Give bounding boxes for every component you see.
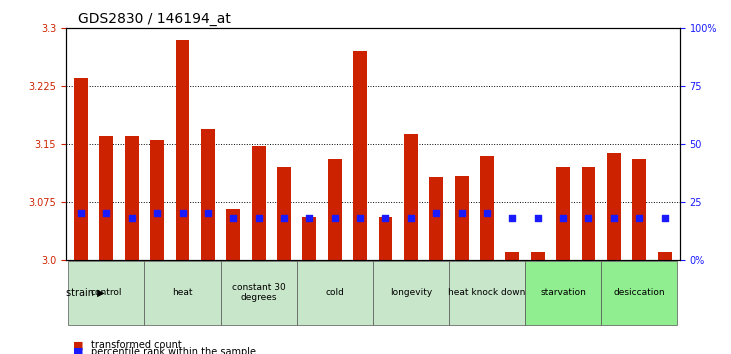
Text: cold: cold (325, 288, 344, 297)
Text: control: control (91, 288, 122, 297)
Point (303, 215, 315, 221)
Text: heat knock down: heat knock down (448, 288, 526, 297)
Point (227, 215, 239, 221)
Bar (379, 217, 393, 259)
Point (455, 211, 467, 216)
Point (532, 215, 544, 221)
FancyBboxPatch shape (525, 261, 601, 325)
Point (405, 215, 417, 221)
Text: longevity: longevity (390, 288, 432, 297)
Bar (175, 40, 189, 259)
Bar (74, 79, 88, 259)
Bar (201, 129, 215, 259)
Text: desiccation: desiccation (613, 288, 665, 297)
FancyBboxPatch shape (68, 261, 145, 325)
Bar (658, 252, 672, 259)
Bar (607, 153, 621, 259)
Bar (303, 217, 317, 259)
Text: ■: ■ (73, 347, 83, 354)
Text: ■: ■ (73, 340, 83, 350)
FancyBboxPatch shape (373, 261, 449, 325)
Bar (353, 51, 367, 259)
Bar (251, 146, 265, 259)
Point (253, 215, 265, 221)
Point (177, 211, 189, 216)
Point (379, 215, 391, 221)
Bar (581, 167, 596, 259)
FancyBboxPatch shape (601, 261, 678, 325)
Point (633, 215, 645, 221)
Bar (480, 155, 494, 259)
Bar (327, 159, 341, 259)
Bar (429, 177, 443, 259)
Bar (99, 136, 113, 259)
Text: strain ▶: strain ▶ (67, 288, 105, 298)
Text: transformed count: transformed count (91, 340, 182, 350)
Point (507, 215, 518, 221)
Bar (531, 252, 545, 259)
Point (329, 215, 341, 221)
Point (101, 211, 113, 216)
Point (431, 211, 442, 216)
FancyBboxPatch shape (297, 261, 373, 325)
FancyBboxPatch shape (449, 261, 525, 325)
Bar (505, 252, 519, 259)
Text: percentile rank within the sample: percentile rank within the sample (91, 347, 257, 354)
Bar (227, 210, 240, 259)
FancyBboxPatch shape (221, 261, 297, 325)
Text: GDS2830 / 146194_at: GDS2830 / 146194_at (78, 12, 231, 26)
Point (608, 215, 620, 221)
FancyBboxPatch shape (145, 261, 221, 325)
Point (151, 211, 163, 216)
Point (557, 215, 569, 221)
Point (202, 211, 213, 216)
Text: heat: heat (173, 288, 193, 297)
Point (481, 211, 493, 216)
Bar (556, 167, 570, 259)
Point (659, 215, 670, 221)
Bar (632, 159, 646, 259)
Bar (125, 136, 139, 259)
Bar (277, 167, 291, 259)
Point (583, 215, 594, 221)
Bar (404, 134, 418, 259)
Point (355, 215, 366, 221)
Text: starvation: starvation (540, 288, 586, 297)
Text: constant 30
degrees: constant 30 degrees (232, 283, 286, 302)
Point (75, 211, 87, 216)
Point (126, 215, 137, 221)
Bar (150, 140, 164, 259)
Bar (455, 176, 469, 259)
Point (279, 215, 290, 221)
